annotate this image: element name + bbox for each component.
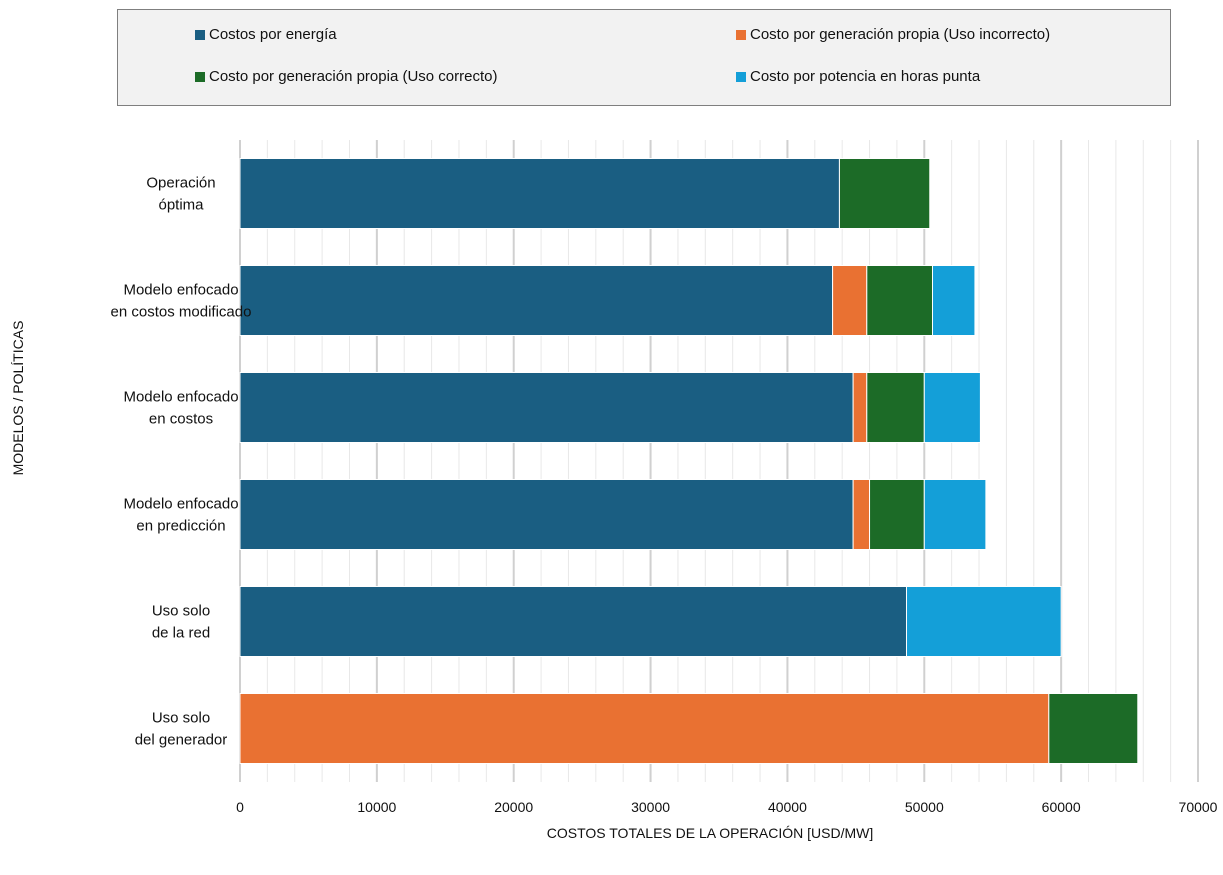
- category-label: en costos: [149, 411, 213, 428]
- category-label: Uso solo: [152, 603, 210, 620]
- legend-label: Costos por energía: [209, 26, 337, 43]
- bar-segment-1-series-3: [838, 158, 931, 229]
- bar-segment-1-series-1: [239, 158, 840, 229]
- bar-segment-4-series-4: [923, 479, 987, 550]
- bar-segment-3-series-3: [866, 372, 925, 443]
- legend-swatch: [736, 29, 746, 40]
- bar-segment-2-series-2: [832, 265, 868, 336]
- x-tick-label: 10000: [357, 799, 396, 815]
- category-label: Modelo enfocado: [123, 496, 238, 513]
- x-tick-label: 0: [236, 799, 244, 815]
- category-label: Operación: [146, 175, 215, 192]
- bar-segment-4-series-1: [239, 479, 854, 550]
- category-label: Uso solo: [152, 710, 210, 727]
- x-tick-label: 60000: [1042, 799, 1081, 815]
- legend-item: Costo por generación propia (Uso incorre…: [736, 26, 1050, 43]
- bars: [239, 158, 1139, 764]
- legend-swatch: [195, 71, 205, 82]
- x-tick-label: 70000: [1179, 799, 1218, 815]
- bar-segment-5-series-1: [239, 586, 907, 657]
- category-label: de la red: [152, 625, 210, 642]
- legend-item: Costo por potencia en horas punta: [736, 68, 980, 85]
- legend-item: Costos por energía: [195, 26, 337, 43]
- y-axis-title: MODELOS / POLÍTICAS: [10, 321, 26, 476]
- bar-segment-2-series-3: [866, 265, 933, 336]
- legend-label: Costo por potencia en horas punta: [750, 68, 981, 85]
- bar-segment-3-series-2: [852, 372, 868, 443]
- legend-label: Costo por generación propia (Uso correct…: [209, 68, 498, 85]
- grid-lines: [239, 140, 1199, 782]
- legend-item: Costo por generación propia (Uso correct…: [195, 68, 497, 85]
- x-tick-label: 30000: [631, 799, 670, 815]
- bar-segment-4-series-3: [869, 479, 925, 550]
- category-label: del generador: [135, 732, 228, 749]
- legend-label: Costo por generación propia (Uso incorre…: [750, 26, 1051, 43]
- bar-segment-6-series-2: [239, 693, 1050, 764]
- bar-segment-3-series-1: [239, 372, 854, 443]
- category-label: óptima: [158, 197, 204, 214]
- bar-segment-2-series-4: [931, 265, 976, 336]
- x-tick-labels: 0 10000 20000 30000 40000 50000 60000 70000: [236, 799, 1218, 815]
- category-label: en predicción: [136, 518, 225, 535]
- bar-segment-5-series-4: [905, 586, 1062, 657]
- chart-legend: Costos por energía Costo por generación p…: [117, 9, 1171, 106]
- bar-segment-4-series-2: [852, 479, 871, 550]
- category-label: en costos modificado: [111, 304, 252, 321]
- category-label: Modelo enfocado: [123, 389, 238, 406]
- category-label: Modelo enfocado: [123, 282, 238, 299]
- bar-segment-3-series-4: [923, 372, 981, 443]
- bar-segment-2-series-1: [239, 265, 834, 336]
- x-tick-label: 20000: [494, 799, 533, 815]
- category-labels: Operación óptima Modelo enfocado en costos …: [111, 175, 252, 749]
- legend-swatch: [736, 71, 746, 82]
- bar-segment-6-series-3: [1048, 693, 1139, 764]
- x-axis-title: COSTOS TOTALES DE LA OPERACIÓN [USD/MW]: [547, 825, 873, 841]
- legend-swatch: [195, 29, 205, 40]
- x-tick-label: 50000: [905, 799, 944, 815]
- x-tick-label: 40000: [768, 799, 807, 815]
